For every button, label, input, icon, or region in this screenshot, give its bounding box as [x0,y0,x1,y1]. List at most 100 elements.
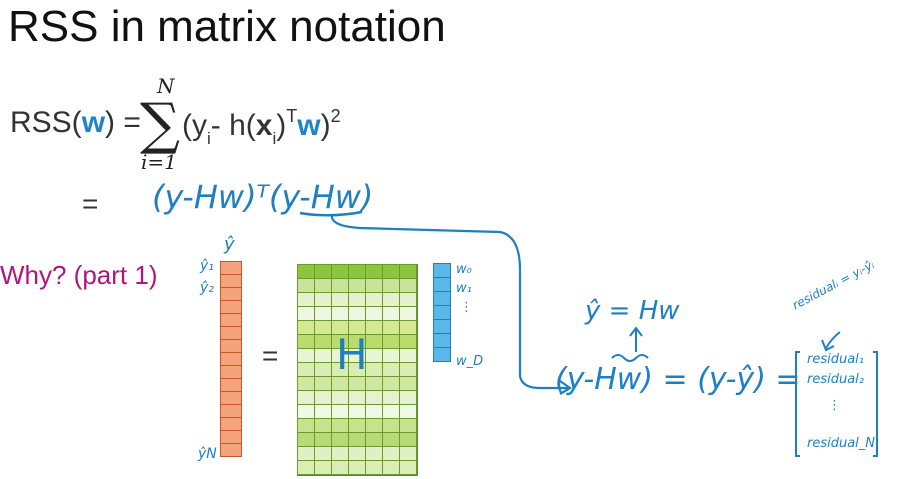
sum-lower-limit: i=1 [141,150,177,174]
h-matrix-cell [314,376,332,391]
h-matrix-cell [382,292,400,307]
h-matrix-cell [399,432,417,447]
wD-label: w_D [456,354,484,369]
hw-underbrace [611,354,649,362]
h-matrix-cell [314,432,332,447]
w-vector-cell [433,333,451,348]
h-matrix-cell [314,362,332,377]
h-matrix-cell [365,334,383,349]
up-arrow-to-yhat [629,326,643,352]
h-matrix-cell [382,376,400,391]
h-matrix-cell [297,334,315,349]
h-matrix-cell [297,278,315,293]
h-matrix-cell [365,404,383,419]
h-matrix-cell [297,292,315,307]
sum-upper-limit: N [157,74,175,98]
h-matrix-cell [331,418,349,433]
h-matrix-cell [365,418,383,433]
w-vector-cell [433,305,451,320]
h-matrix-cell [382,432,400,447]
summand-mid: - h( [210,109,256,142]
h-matrix-cell [399,306,417,321]
w-vector-cell [433,347,451,362]
h-matrix-cell [297,404,315,419]
h-matrix-cell [348,446,366,461]
h-matrix-cell [382,264,400,279]
h-matrix-cell [399,320,417,335]
h-matrix-cell [348,432,366,447]
handwritten-yhat-equals-hw: ŷ = Hw [585,296,680,326]
h-matrix-cell [297,432,315,447]
h-matrix-cell [365,278,383,293]
h-matrix-cell [297,306,315,321]
h-matrix-cell [382,390,400,405]
h-matrix-cell [399,362,417,377]
yhat-vector-cell [220,313,242,327]
equals-sign-matrix: = [262,340,279,371]
residual-1: residual₁ [807,352,865,367]
summand-square: 2 [330,106,341,126]
h-matrix-cell [399,292,417,307]
h-matrix-cell [314,404,332,419]
yhat-vector-cell [220,339,242,353]
h-matrix-cell [314,278,332,293]
h-matrix-cell [331,306,349,321]
h-matrix-cell [348,418,366,433]
h-matrix-cell [297,320,315,335]
h-matrix-cell [382,306,400,321]
h-matrix-cell [399,390,417,405]
h-matrix-cell [331,404,349,419]
h-matrix-cell [399,348,417,363]
h-matrix-cell [331,264,349,279]
yhat-vector-cell [220,261,242,275]
h-matrix-cell [348,264,366,279]
why-part1-label: Why? (part 1) [0,260,158,290]
summation-symbol: ∑ [140,92,180,157]
w-vector-cell [433,263,451,278]
h-matrix-cell [348,278,366,293]
h-matrix-cell [399,376,417,391]
h-matrix-cell [314,390,332,405]
rss-w: w [81,106,106,139]
h-matrix-cell [331,292,349,307]
h-matrix-cell [365,446,383,461]
h-matrix-cell [382,404,400,419]
yhat-2-label: ŷ₂ [200,280,214,296]
yhat-vector-cell [220,274,242,288]
h-matrix-cell [365,390,383,405]
h-matrix-cell [365,376,383,391]
residual-2: residual₂ [807,372,865,387]
yhat-top-label: ŷ [224,234,235,255]
h-matrix-cell [399,264,417,279]
h-matrix-cell [399,278,417,293]
h-matrix-cell [331,278,349,293]
h-matrix-cell [382,446,400,461]
rss-summand: (yi- h(xi)Tw)2 [182,106,341,149]
residual-dots: ⋮ [828,398,841,413]
h-matrix-cell [314,418,332,433]
h-matrix-cell [382,320,400,335]
h-matrix-cell [382,334,400,349]
yhat-vector-cell [220,404,242,418]
h-matrix-cell [297,418,315,433]
h-matrix-cell [382,278,400,293]
h-matrix-cell [348,460,366,475]
yhat-1-label: ŷ₁ [200,258,214,274]
h-matrix-cell [365,292,383,307]
h-matrix-cell [331,432,349,447]
page-title: RSS in matrix notation [8,2,446,51]
handwritten-matrix-form: (y-Hw)ᵀ(y-Hw) [152,178,374,216]
h-matrix-cell [314,292,332,307]
summand-end: ) [320,109,331,142]
equals-sign-line2: = [82,188,99,219]
w0-label: w₀ [456,262,472,277]
summand-transpose: T [286,106,298,126]
summand-open: (y [182,109,207,142]
h-matrix-cell [297,362,315,377]
yhat-vector-cell [220,326,242,340]
rss-prefix: RSS( [10,106,82,139]
yhat-vector-cell [220,300,242,314]
yhat-vector-cell [220,365,242,379]
handwritten-residual-note: residualᵢ = yᵢ-ŷᵢ [790,257,877,313]
rss-suffix: ) = [105,106,141,139]
